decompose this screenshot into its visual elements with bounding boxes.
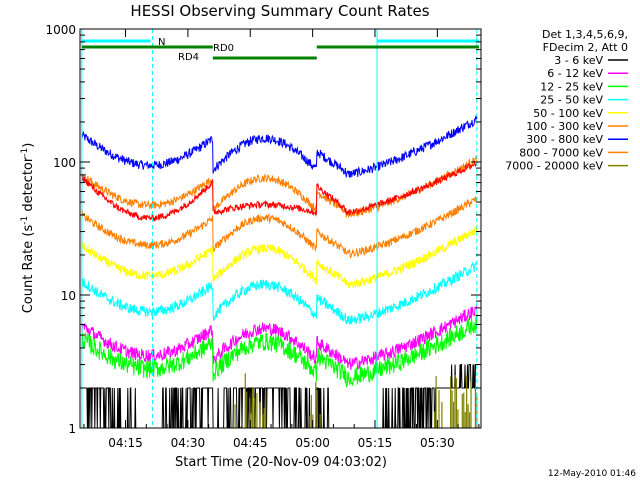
axis-ticks: 04:15 04:30 04:45 05:00 05:15 05:30 1 10 100 1000 <box>45 23 481 450</box>
footer-date: 12-May-2010 01:46 <box>548 469 636 479</box>
legend-label: 12 - 25 keV <box>540 80 603 93</box>
legend-label: 50 - 100 keV <box>533 107 603 120</box>
x-axis-label: Start Time (20-Nov-09 04:03:02) <box>175 455 387 470</box>
legend: Det 1,3,4,5,6,9,FDecim 2, Att 03 - 6 keV… <box>505 28 628 173</box>
y-tick-label: 1 <box>68 422 76 436</box>
x-tick-label: 04:30 <box>171 436 206 450</box>
x-tick-label: 05:30 <box>420 436 455 450</box>
plot-area: N RD0 RD4 <box>81 29 479 429</box>
y-axis-label-sup-1: -1 <box>20 216 30 225</box>
y-axis-label-mid: detector <box>21 156 36 216</box>
y-tick-label: 100 <box>53 156 76 170</box>
annotation-n: N <box>158 37 165 48</box>
annotation-rd4: RD4 <box>178 52 199 63</box>
series-line-4 <box>81 226 478 289</box>
legend-label: 6 - 12 keV <box>547 67 603 80</box>
legend-header: Det 1,3,4,5,6,9, <box>542 28 628 41</box>
series-line-3 <box>81 261 478 325</box>
legend-label: 25 - 50 keV <box>540 94 603 107</box>
x-tick-label: 05:00 <box>295 436 330 450</box>
y-tick-label: 10 <box>61 289 76 303</box>
legend-label: 7000 - 20000 keV <box>505 160 603 173</box>
x-tick-label: 05:15 <box>358 436 393 450</box>
series-line-top <box>81 160 478 223</box>
series-line-0 <box>81 364 477 429</box>
series-line-5 <box>81 196 478 259</box>
y-tick-label: 1000 <box>45 23 76 37</box>
legend-label: 100 - 300 keV <box>526 120 603 133</box>
series-line-1 <box>81 303 478 371</box>
y-axis-label-main: Count Rate (s <box>21 225 36 314</box>
series-line-2 <box>81 313 478 388</box>
y-axis-label-end: ) <box>21 143 36 148</box>
legend-label: 800 - 7000 keV <box>519 146 603 159</box>
x-tick-label: 04:15 <box>108 436 143 450</box>
annotation-rd0: RD0 <box>213 43 234 54</box>
legend-header: FDecim 2, Att 0 <box>543 41 628 54</box>
chart-title: HESSI Observing Summary Count Rates <box>130 2 429 20</box>
series-line-6 <box>81 114 478 178</box>
x-tick-label: 04:45 <box>233 436 268 450</box>
y-axis-label: Count Rate (s-1 detector-1) <box>20 143 36 314</box>
y-axis-label-sup-2: -1 <box>20 148 30 157</box>
legend-label: 3 - 6 keV <box>554 54 603 67</box>
legend-label: 300 - 800 keV <box>526 133 603 146</box>
plot-frame <box>79 28 482 429</box>
